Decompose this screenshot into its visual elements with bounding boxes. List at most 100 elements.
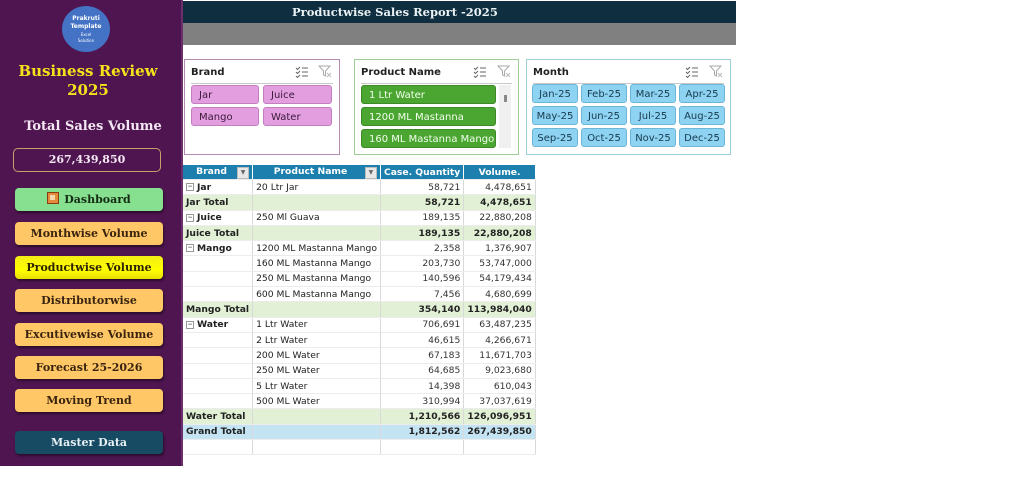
product-cell: 250 ML Mastanna Mango xyxy=(252,271,381,288)
month-chip[interactable]: Jun-25 xyxy=(581,106,627,125)
table-row: 5 Ltr Water 14,398 610,043 xyxy=(183,378,536,395)
empty-cell xyxy=(380,439,465,456)
brand-chip-mango[interactable]: Mango xyxy=(191,107,259,126)
month-chip[interactable]: May-25 xyxy=(532,106,578,125)
volume-cell: 1,376,907 xyxy=(463,240,536,257)
brand-label: Mango xyxy=(197,242,232,254)
scrollbar-thumb[interactable] xyxy=(504,95,507,102)
product-cell: 2 Ltr Water xyxy=(252,332,381,349)
case-quantity-cell: 1,812,562 xyxy=(380,424,465,441)
month-chip[interactable]: Jan-25 xyxy=(532,84,578,103)
brand-cell: − Jar xyxy=(183,179,254,196)
product-cell: 600 ML Mastanna Mango xyxy=(252,286,381,303)
case-quantity-cell: 310,994 xyxy=(380,393,465,410)
case-quantity-cell: 14,398 xyxy=(380,378,465,395)
sidebar: Prakruti Template Excel Solution Business… xyxy=(0,0,183,466)
nav-monthwise-volume-button[interactable]: Monthwise Volume xyxy=(15,222,163,245)
month-chip[interactable]: Oct-25 xyxy=(581,128,627,147)
volume-cell: 22,880,208 xyxy=(463,225,536,242)
nav-label: Dashboard xyxy=(64,193,131,206)
brand-cell xyxy=(183,286,254,303)
pivot-table: Brand ▼ Product Name ▼ Case. Quantity Vo… xyxy=(183,165,536,456)
nav-productwise-volume-button[interactable]: Productwise Volume xyxy=(15,256,163,279)
subtotal-row: Mango Total 354,140 113,984,040 xyxy=(183,301,536,318)
volume-cell: 4,478,651 xyxy=(463,194,536,211)
business-review-title: Business Review 2025 xyxy=(0,62,176,100)
empty-row xyxy=(183,439,536,456)
logo-text-line2: Template xyxy=(70,23,102,30)
multi-select-icon[interactable] xyxy=(473,66,487,79)
nav-dashboard-button[interactable]: Dashboard xyxy=(15,188,163,211)
multi-select-icon[interactable] xyxy=(685,66,699,79)
product-cell xyxy=(252,408,381,425)
product-filter-dropdown-icon[interactable]: ▼ xyxy=(364,166,377,179)
month-chip[interactable]: Apr-25 xyxy=(679,84,725,103)
clear-filter-icon[interactable] xyxy=(496,65,511,78)
month-chip[interactable]: Feb-25 xyxy=(581,84,627,103)
nav-distributorwise-button[interactable]: Distributorwise xyxy=(15,289,163,312)
brand-cell: Grand Total xyxy=(183,424,254,441)
nav-label: Master Data xyxy=(50,436,128,449)
nav-label: Monthwise Volume xyxy=(30,227,148,240)
month-chip[interactable]: Dec-25 xyxy=(679,128,725,147)
product-cell: 1 Ltr Water xyxy=(252,317,381,333)
brand-cell xyxy=(183,378,254,395)
brand-chip-jar[interactable]: Jar xyxy=(191,85,259,104)
volume-cell: 53,747,000 xyxy=(463,255,536,272)
month-chip[interactable]: Aug-25 xyxy=(679,106,725,125)
subtotal-row: Water Total 1,210,566 126,096,951 xyxy=(183,408,536,425)
clear-filter-icon[interactable] xyxy=(317,65,332,78)
product-cell: 250 Ml Guava xyxy=(252,210,381,226)
month-chip[interactable]: Jul-25 xyxy=(630,106,676,125)
table-row: 200 ML Water 67,183 11,671,703 xyxy=(183,347,536,364)
clear-filter-icon[interactable] xyxy=(708,65,723,78)
volume-cell: 4,266,671 xyxy=(463,332,536,349)
product-cell: 160 ML Mastanna Mango xyxy=(252,255,381,272)
case-quantity-cell: 2,358 xyxy=(380,240,465,257)
product-chip-1-ltr-water[interactable]: 1 Ltr Water xyxy=(361,85,496,104)
slicer-divider xyxy=(361,83,512,84)
brand-cell: Jar Total xyxy=(183,194,254,211)
empty-cell xyxy=(183,439,254,456)
nav-forecast-button[interactable]: Forecast 25-2026 xyxy=(15,356,163,379)
product-slicer-scrollbar[interactable] xyxy=(499,85,511,148)
brand-chip-water[interactable]: Water xyxy=(263,107,332,126)
pivot-header-row: Brand ▼ Product Name ▼ Case. Quantity Vo… xyxy=(183,165,536,180)
multi-select-icon[interactable] xyxy=(295,66,309,79)
slicer-title: Month xyxy=(533,67,569,78)
month-chip[interactable]: Mar-25 xyxy=(630,84,676,103)
case-quantity-cell: 189,135 xyxy=(380,225,465,242)
brand-cell xyxy=(183,332,254,349)
table-row: 600 ML Mastanna Mango 7,456 4,680,699 xyxy=(183,286,536,303)
header-grey-band xyxy=(183,23,736,45)
logo-subtext: Excel Solution xyxy=(62,32,110,44)
brand-cell xyxy=(183,393,254,410)
month-chip[interactable]: Nov-25 xyxy=(630,128,676,147)
nav-label: Excutivewise Volume xyxy=(24,328,154,341)
volume-cell: 63,487,235 xyxy=(463,317,536,333)
product-chip-1200-ml-mastanna-mango[interactable]: 1200 ML Mastanna Mango xyxy=(361,107,496,142)
title-line2: 2025 xyxy=(67,81,109,99)
collapse-icon[interactable]: − xyxy=(186,213,194,222)
nav-excutivewise-volume-button[interactable]: Excutivewise Volume xyxy=(15,323,163,346)
volume-cell: 113,984,040 xyxy=(463,301,536,318)
product-cell xyxy=(252,225,381,242)
collapse-icon[interactable]: − xyxy=(186,320,194,329)
collapse-icon[interactable]: − xyxy=(186,183,194,192)
month-chip[interactable]: Sep-25 xyxy=(532,128,578,147)
brand-cell: Mango Total xyxy=(183,301,254,318)
brand-chip-juice[interactable]: Juice xyxy=(263,85,332,104)
nav-master-data-button[interactable]: Master Data xyxy=(15,431,163,454)
nav-label: Distributorwise xyxy=(41,294,137,307)
product-chip-160-ml-mastanna-mango[interactable]: 160 ML Mastanna Mango xyxy=(361,129,496,148)
brand-cell: Water Total xyxy=(183,408,254,425)
logo-text-line1: Prakruti xyxy=(72,15,100,22)
case-quantity-cell: 1,210,566 xyxy=(380,408,465,425)
collapse-icon[interactable]: − xyxy=(186,244,194,253)
case-quantity-cell: 189,135 xyxy=(380,210,465,226)
logo-text-line3: Excel xyxy=(80,32,92,37)
nav-moving-trend-button[interactable]: Moving Trend xyxy=(15,389,163,412)
brand-filter-dropdown-icon[interactable]: ▼ xyxy=(237,166,250,179)
product-cell xyxy=(252,301,381,318)
nav-label: Moving Trend xyxy=(46,394,132,407)
